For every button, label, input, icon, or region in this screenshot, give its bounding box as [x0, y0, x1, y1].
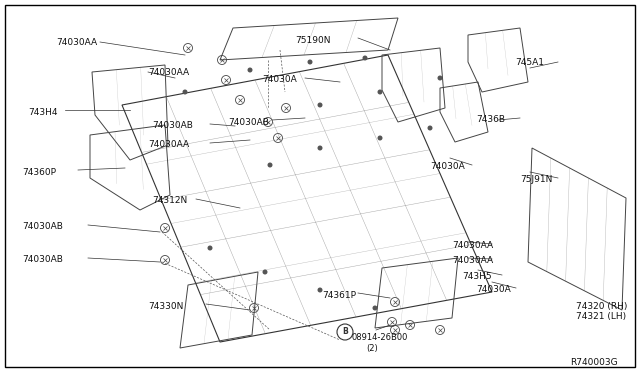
Circle shape	[378, 135, 383, 141]
Text: 74360P: 74360P	[22, 168, 56, 177]
Circle shape	[317, 145, 323, 151]
Text: 74030AA: 74030AA	[56, 38, 97, 47]
Text: 74030AB: 74030AB	[22, 255, 63, 264]
Text: R740003G: R740003G	[570, 358, 618, 367]
Circle shape	[317, 288, 323, 292]
Text: 74030A: 74030A	[476, 285, 511, 294]
Text: 74030A: 74030A	[262, 75, 297, 84]
Text: 74330N: 74330N	[148, 302, 184, 311]
Text: 74030AA: 74030AA	[148, 68, 189, 77]
Text: 745A1: 745A1	[515, 58, 544, 67]
Text: 74030AB: 74030AB	[22, 222, 63, 231]
Text: 08914-26B00: 08914-26B00	[352, 333, 408, 342]
Text: 75190N: 75190N	[295, 36, 330, 45]
Text: 74312N: 74312N	[152, 196, 188, 205]
Text: 74030AA: 74030AA	[452, 241, 493, 250]
Text: 74361P: 74361P	[322, 291, 356, 300]
Circle shape	[307, 60, 312, 64]
Text: 74320 (RH): 74320 (RH)	[576, 302, 627, 311]
Circle shape	[248, 67, 253, 73]
Text: (2): (2)	[366, 344, 378, 353]
Circle shape	[372, 305, 378, 311]
Text: 743H4: 743H4	[28, 108, 58, 117]
Circle shape	[438, 76, 442, 80]
Text: 74030A: 74030A	[430, 162, 465, 171]
Circle shape	[317, 103, 323, 108]
Circle shape	[262, 269, 268, 275]
Circle shape	[182, 90, 188, 94]
Text: 74321 (LH): 74321 (LH)	[576, 312, 626, 321]
Circle shape	[207, 246, 212, 250]
Text: 743H5: 743H5	[462, 272, 492, 281]
Text: 75J91N: 75J91N	[520, 175, 552, 184]
Text: 74030AA: 74030AA	[148, 140, 189, 149]
Circle shape	[268, 163, 273, 167]
Text: 74030AA: 74030AA	[452, 256, 493, 265]
Text: B: B	[342, 327, 348, 337]
Circle shape	[362, 55, 367, 61]
Text: 74030AB: 74030AB	[228, 118, 269, 127]
Circle shape	[428, 125, 433, 131]
Text: 74030AB: 74030AB	[152, 121, 193, 130]
Text: 7436B: 7436B	[476, 115, 505, 124]
Circle shape	[378, 90, 383, 94]
